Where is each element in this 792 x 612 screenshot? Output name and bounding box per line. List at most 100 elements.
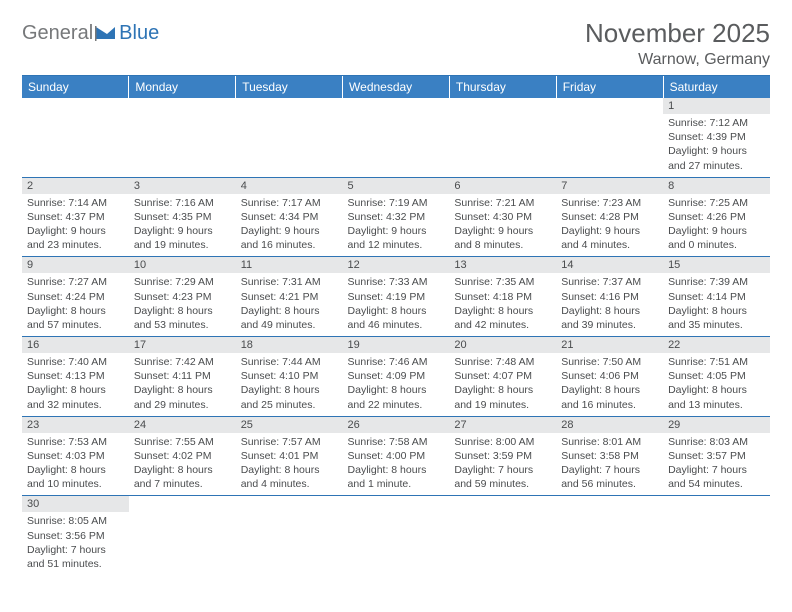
weekday-header: Tuesday [236, 76, 343, 98]
calendar-cell: 8Sunrise: 7:25 AMSunset: 4:26 PMDaylight… [663, 177, 770, 257]
calendar-table: SundayMondayTuesdayWednesdayThursdayFrid… [22, 76, 770, 575]
calendar-cell: 15Sunrise: 7:39 AMSunset: 4:14 PMDayligh… [663, 257, 770, 337]
day-number [663, 496, 770, 512]
brand-text-1: General [22, 22, 93, 45]
calendar-cell: 2Sunrise: 7:14 AMSunset: 4:37 PMDaylight… [22, 177, 129, 257]
calendar-cell: 16Sunrise: 7:40 AMSunset: 4:13 PMDayligh… [22, 337, 129, 417]
calendar-cell: 27Sunrise: 8:00 AMSunset: 3:59 PMDayligh… [449, 416, 556, 496]
calendar-cell-empty [449, 98, 556, 177]
day-details: Sunrise: 8:05 AMSunset: 3:56 PMDaylight:… [22, 512, 129, 575]
day-number: 23 [22, 417, 129, 433]
weekday-header: Thursday [449, 76, 556, 98]
day-number: 19 [343, 337, 450, 353]
calendar-cell: 3Sunrise: 7:16 AMSunset: 4:35 PMDaylight… [129, 177, 236, 257]
calendar-cell: 24Sunrise: 7:55 AMSunset: 4:02 PMDayligh… [129, 416, 236, 496]
calendar-row: 2Sunrise: 7:14 AMSunset: 4:37 PMDaylight… [22, 177, 770, 257]
day-details: Sunrise: 7:19 AMSunset: 4:32 PMDaylight:… [343, 194, 450, 257]
day-number: 9 [22, 257, 129, 273]
day-number: 27 [449, 417, 556, 433]
calendar-cell: 22Sunrise: 7:51 AMSunset: 4:05 PMDayligh… [663, 337, 770, 417]
day-number [129, 496, 236, 512]
day-details: Sunrise: 7:21 AMSunset: 4:30 PMDaylight:… [449, 194, 556, 257]
weekday-header: Friday [556, 76, 663, 98]
day-number: 4 [236, 178, 343, 194]
calendar-cell-empty [343, 98, 450, 177]
calendar-cell: 20Sunrise: 7:48 AMSunset: 4:07 PMDayligh… [449, 337, 556, 417]
calendar-row: 30Sunrise: 8:05 AMSunset: 3:56 PMDayligh… [22, 496, 770, 575]
day-number: 30 [22, 496, 129, 512]
calendar-cell-empty [449, 496, 556, 575]
day-number [556, 98, 663, 114]
calendar-cell: 1Sunrise: 7:12 AMSunset: 4:39 PMDaylight… [663, 98, 770, 177]
calendar-cell-empty [236, 496, 343, 575]
calendar-cell-empty [663, 496, 770, 575]
day-number: 17 [129, 337, 236, 353]
calendar-cell: 13Sunrise: 7:35 AMSunset: 4:18 PMDayligh… [449, 257, 556, 337]
calendar-cell: 11Sunrise: 7:31 AMSunset: 4:21 PMDayligh… [236, 257, 343, 337]
day-details: Sunrise: 7:16 AMSunset: 4:35 PMDaylight:… [129, 194, 236, 257]
day-number: 1 [663, 98, 770, 114]
day-details: Sunrise: 7:12 AMSunset: 4:39 PMDaylight:… [663, 114, 770, 177]
calendar-cell-empty [22, 98, 129, 177]
calendar-cell: 17Sunrise: 7:42 AMSunset: 4:11 PMDayligh… [129, 337, 236, 417]
day-details: Sunrise: 7:23 AMSunset: 4:28 PMDaylight:… [556, 194, 663, 257]
day-details: Sunrise: 7:58 AMSunset: 4:00 PMDaylight:… [343, 433, 450, 496]
calendar-cell-empty [236, 98, 343, 177]
calendar-cell: 19Sunrise: 7:46 AMSunset: 4:09 PMDayligh… [343, 337, 450, 417]
day-number [236, 98, 343, 114]
day-number: 5 [343, 178, 450, 194]
day-details: Sunrise: 7:40 AMSunset: 4:13 PMDaylight:… [22, 353, 129, 416]
day-number: 2 [22, 178, 129, 194]
day-number [129, 98, 236, 114]
day-number [449, 496, 556, 512]
day-number: 16 [22, 337, 129, 353]
day-number: 26 [343, 417, 450, 433]
day-details: Sunrise: 7:48 AMSunset: 4:07 PMDaylight:… [449, 353, 556, 416]
weekday-header-row: SundayMondayTuesdayWednesdayThursdayFrid… [22, 76, 770, 98]
day-details: Sunrise: 7:25 AMSunset: 4:26 PMDaylight:… [663, 194, 770, 257]
calendar-cell-empty [556, 496, 663, 575]
day-number: 6 [449, 178, 556, 194]
day-details: Sunrise: 7:14 AMSunset: 4:37 PMDaylight:… [22, 194, 129, 257]
weekday-header: Saturday [663, 76, 770, 98]
calendar-row: 1Sunrise: 7:12 AMSunset: 4:39 PMDaylight… [22, 98, 770, 177]
calendar-cell-empty [129, 496, 236, 575]
day-details: Sunrise: 7:27 AMSunset: 4:24 PMDaylight:… [22, 273, 129, 336]
calendar-cell: 4Sunrise: 7:17 AMSunset: 4:34 PMDaylight… [236, 177, 343, 257]
day-number: 25 [236, 417, 343, 433]
weekday-header: Monday [129, 76, 236, 98]
logo-flag-icon [95, 25, 117, 43]
day-number: 7 [556, 178, 663, 194]
calendar-cell-empty [556, 98, 663, 177]
day-number [22, 98, 129, 114]
brand-logo: General Blue [22, 22, 159, 45]
day-number: 8 [663, 178, 770, 194]
calendar-cell: 6Sunrise: 7:21 AMSunset: 4:30 PMDaylight… [449, 177, 556, 257]
day-details: Sunrise: 7:17 AMSunset: 4:34 PMDaylight:… [236, 194, 343, 257]
day-number: 12 [343, 257, 450, 273]
calendar-cell: 14Sunrise: 7:37 AMSunset: 4:16 PMDayligh… [556, 257, 663, 337]
day-details: Sunrise: 7:31 AMSunset: 4:21 PMDaylight:… [236, 273, 343, 336]
calendar-cell: 7Sunrise: 7:23 AMSunset: 4:28 PMDaylight… [556, 177, 663, 257]
day-number [556, 496, 663, 512]
day-details: Sunrise: 8:01 AMSunset: 3:58 PMDaylight:… [556, 433, 663, 496]
day-number [449, 98, 556, 114]
day-details: Sunrise: 7:33 AMSunset: 4:19 PMDaylight:… [343, 273, 450, 336]
day-number: 21 [556, 337, 663, 353]
day-number: 20 [449, 337, 556, 353]
calendar-cell: 28Sunrise: 8:01 AMSunset: 3:58 PMDayligh… [556, 416, 663, 496]
calendar-row: 23Sunrise: 7:53 AMSunset: 4:03 PMDayligh… [22, 416, 770, 496]
day-number [343, 496, 450, 512]
weekday-header: Wednesday [343, 76, 450, 98]
calendar-cell: 25Sunrise: 7:57 AMSunset: 4:01 PMDayligh… [236, 416, 343, 496]
calendar-cell: 12Sunrise: 7:33 AMSunset: 4:19 PMDayligh… [343, 257, 450, 337]
weekday-header: Sunday [22, 76, 129, 98]
day-number: 22 [663, 337, 770, 353]
day-details: Sunrise: 7:51 AMSunset: 4:05 PMDaylight:… [663, 353, 770, 416]
calendar-cell-empty [343, 496, 450, 575]
month-year: November 2025 [585, 18, 770, 49]
day-details: Sunrise: 7:50 AMSunset: 4:06 PMDaylight:… [556, 353, 663, 416]
calendar-row: 9Sunrise: 7:27 AMSunset: 4:24 PMDaylight… [22, 257, 770, 337]
day-number: 10 [129, 257, 236, 273]
day-details: Sunrise: 7:55 AMSunset: 4:02 PMDaylight:… [129, 433, 236, 496]
